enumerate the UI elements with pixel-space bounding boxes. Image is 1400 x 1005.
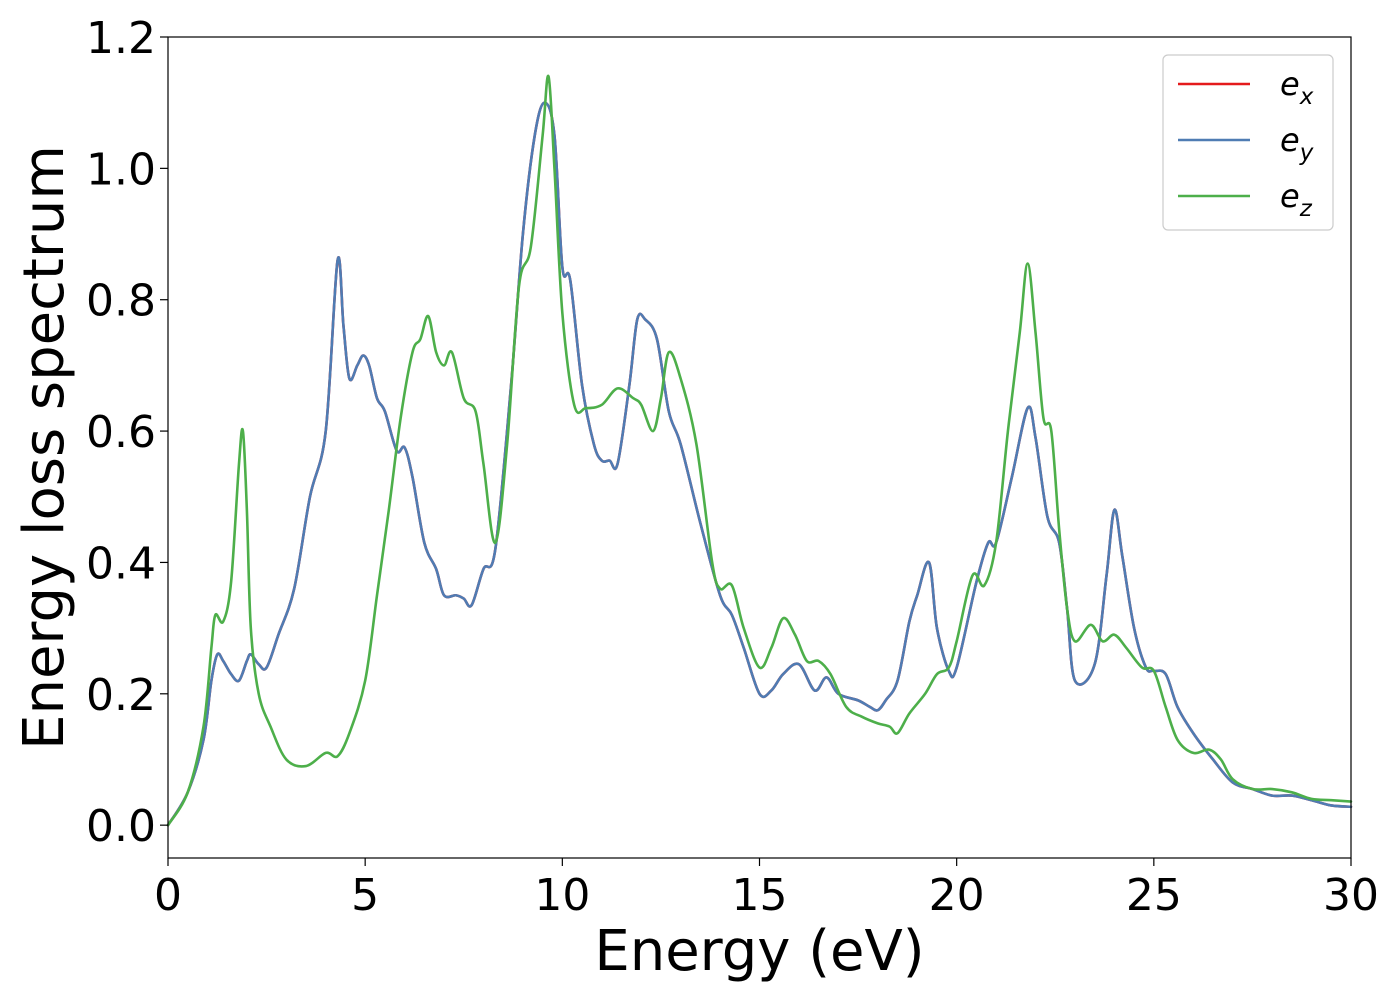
y-axis-title: Energy loss spectrum xyxy=(12,145,77,750)
x-tick-label: 10 xyxy=(534,870,590,921)
y-tick-label: 0.4 xyxy=(86,538,156,589)
series-line-e-z xyxy=(166,74,1353,827)
x-axis: 0 5 10 15 20 25 30 xyxy=(154,858,1379,921)
legend-label-e-z: ez xyxy=(1280,177,1313,222)
y-tick-label: 0.6 xyxy=(86,407,156,458)
x-tick-label: 30 xyxy=(1323,870,1379,921)
y-tick-label: 0.2 xyxy=(86,670,156,721)
series-lines xyxy=(166,74,1353,827)
y-tick-label: 1.0 xyxy=(86,144,156,195)
legend-label-e-y: ey xyxy=(1280,121,1314,166)
legend: ex ey ez xyxy=(1162,54,1334,231)
y-tick-label: 0.0 xyxy=(86,801,156,852)
x-tick-label: 0 xyxy=(154,870,182,921)
series-line-e-y xyxy=(166,101,1353,827)
x-tick-label: 25 xyxy=(1126,870,1182,921)
x-tick-label: 5 xyxy=(351,870,379,921)
legend-label-e-x: ex xyxy=(1280,65,1314,110)
y-axis: 0.0 0.2 0.4 0.6 0.8 1.0 1.2 xyxy=(86,13,168,852)
x-tick-label: 20 xyxy=(929,870,985,921)
y-tick-label: 1.2 xyxy=(86,13,156,64)
x-axis-title: Energy (eV) xyxy=(594,919,924,984)
y-tick-label: 0.8 xyxy=(86,276,156,327)
x-tick-label: 15 xyxy=(732,870,788,921)
legend-box xyxy=(1162,54,1334,231)
